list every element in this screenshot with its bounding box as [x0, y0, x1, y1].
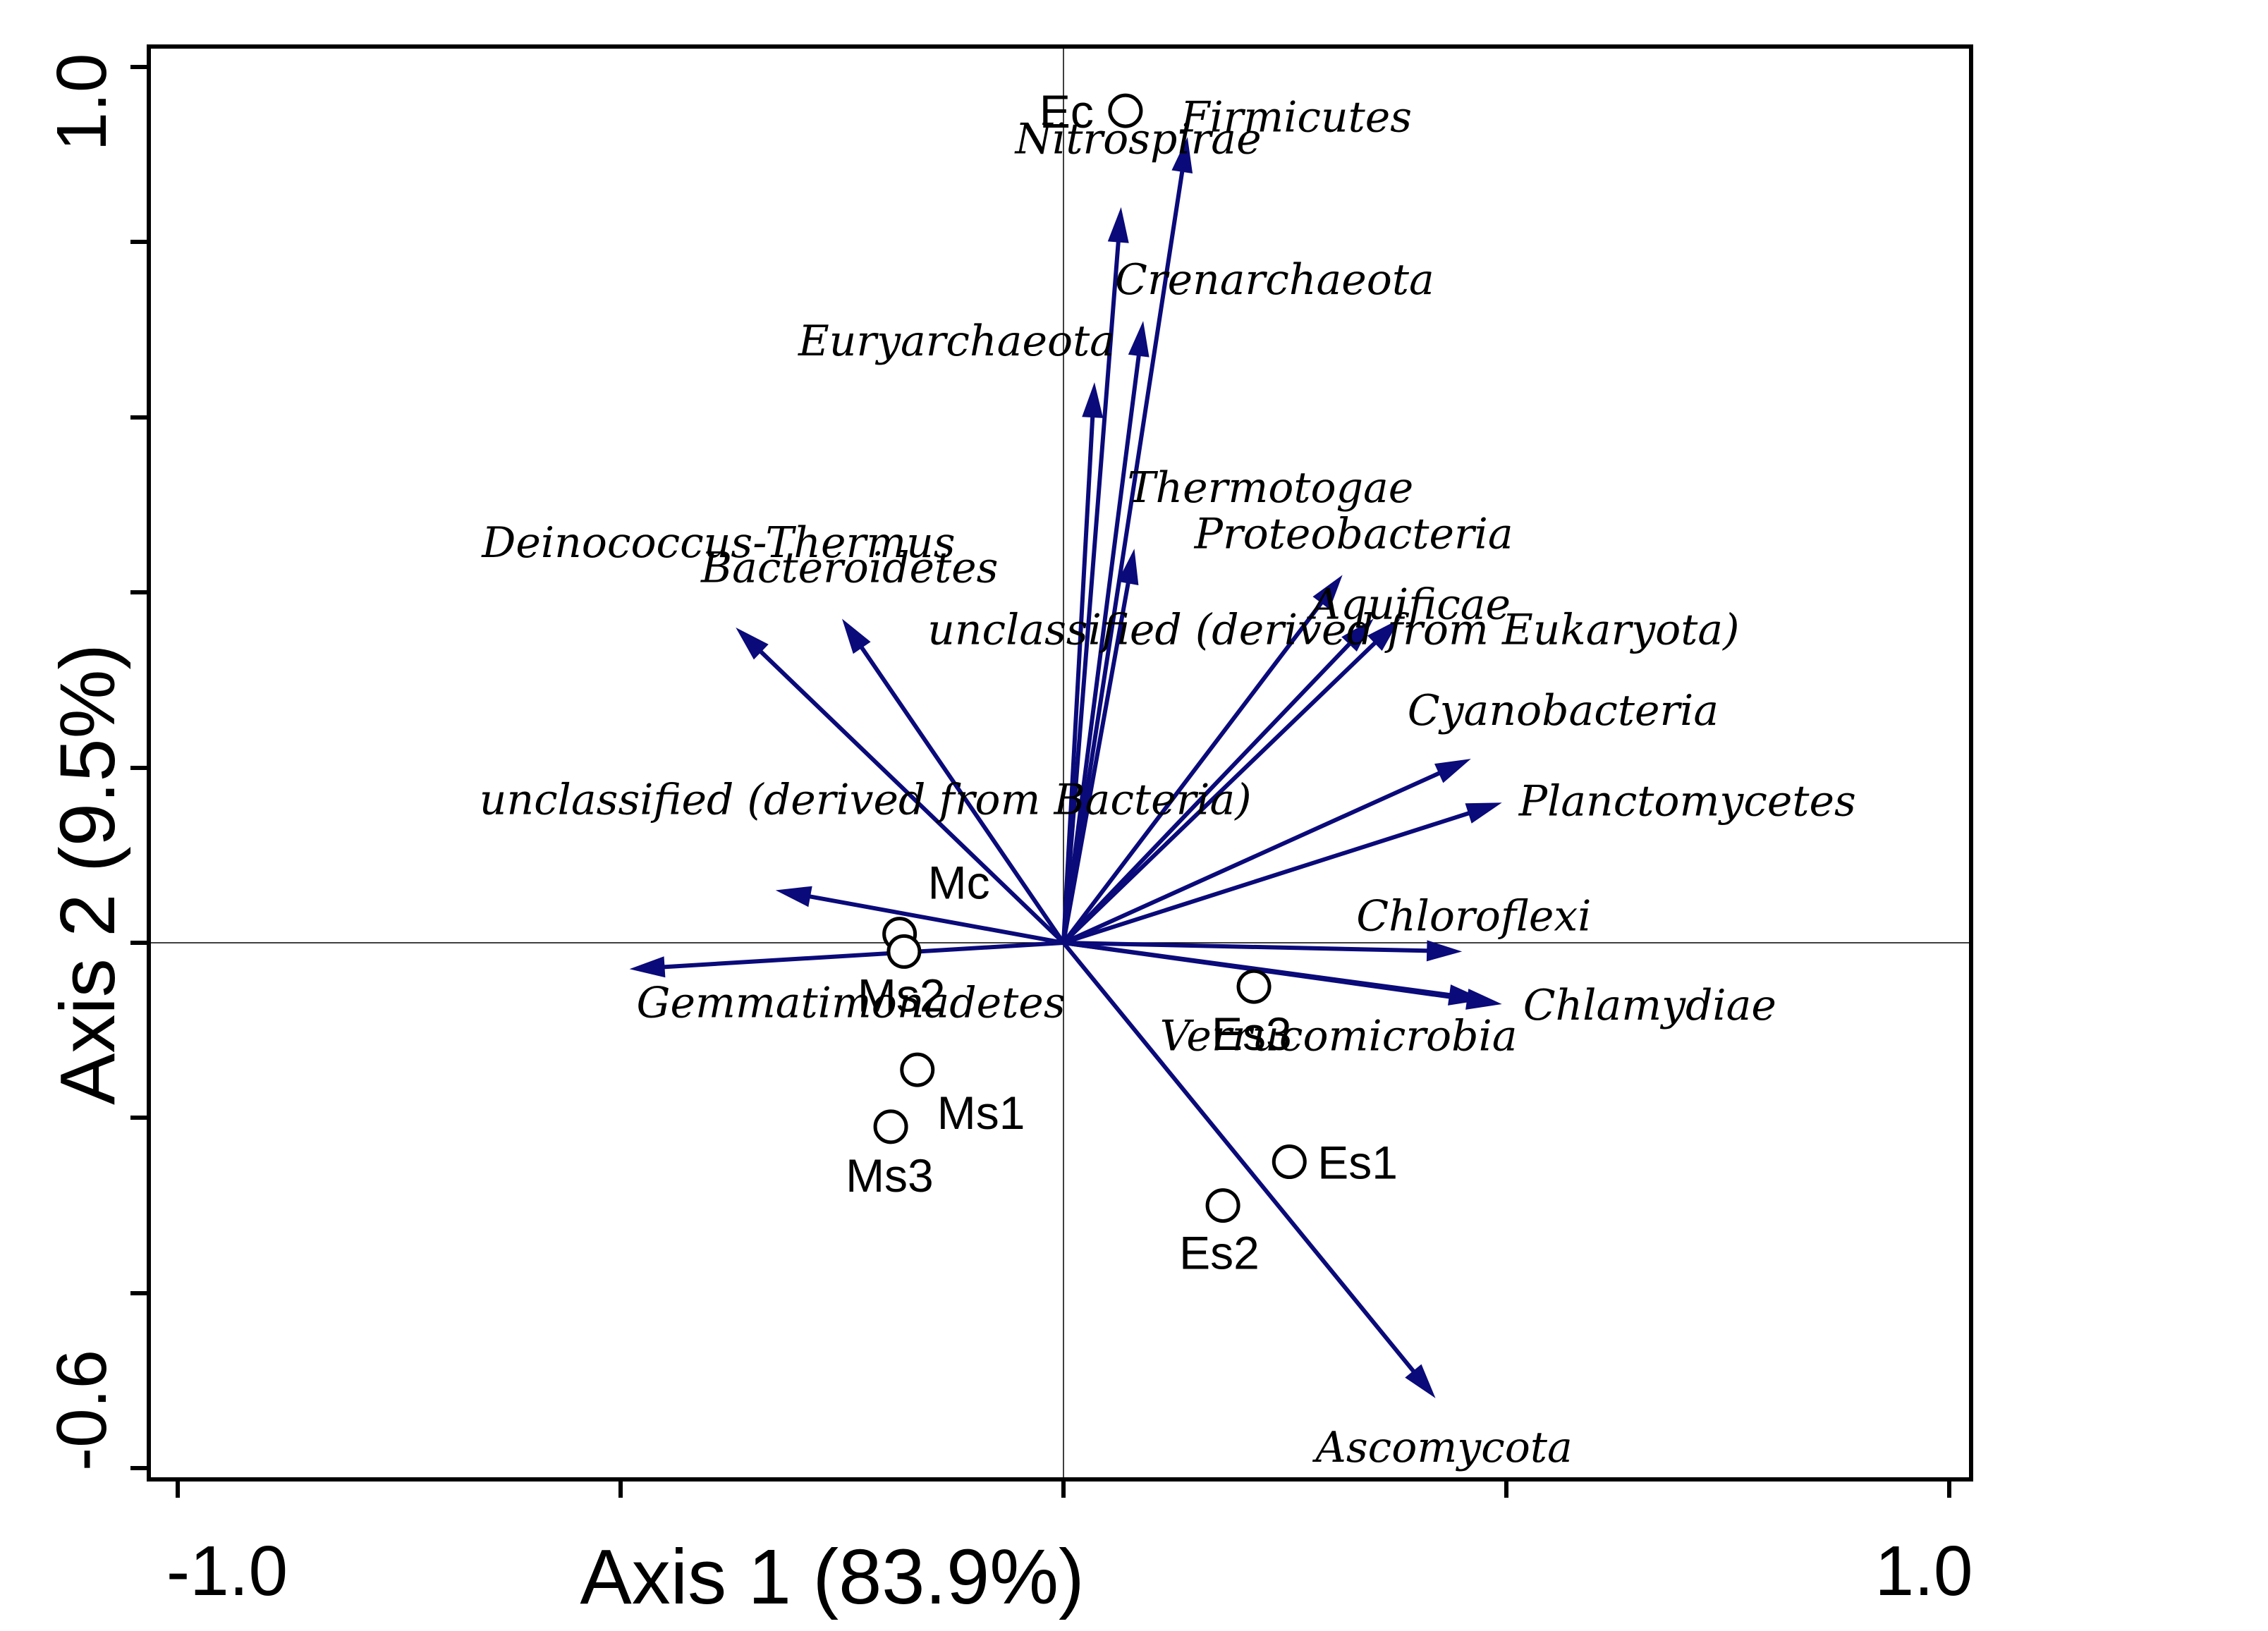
y-tick-label-min: -0.6 — [42, 1350, 121, 1471]
site-marker-es3 — [1236, 969, 1272, 1004]
arrowhead — [1434, 759, 1471, 783]
arrow-unclassified-derived-from-bacteria — [795, 891, 1064, 945]
site-label: Ec — [1040, 85, 1094, 138]
species-label: unclassified (derived from Bacteria) — [480, 775, 1252, 824]
species-label: Chlamydiae — [1523, 981, 1776, 1030]
arrow-crenarchaeota — [1061, 341, 1143, 943]
species-label: Euryarchaeota — [798, 317, 1115, 366]
arrowhead — [1171, 137, 1193, 174]
species-label: Planctomycetes — [1518, 776, 1856, 826]
arrow-aquificae — [1061, 633, 1361, 945]
arrowhead — [736, 627, 769, 660]
arrow-ascomycota — [1061, 941, 1424, 1383]
species-arrows — [629, 137, 1502, 1398]
arrow-planctomycetes — [1063, 807, 1483, 945]
arrowhead — [1107, 207, 1129, 243]
species-label: Verrucomicrobia — [1160, 1012, 1518, 1061]
arrowhead — [842, 618, 871, 654]
arrow-firmicutes — [1061, 157, 1187, 943]
species-label: Proteobacteria — [1194, 509, 1513, 558]
arrowhead — [775, 886, 812, 908]
arrowhead — [1367, 618, 1401, 651]
site-label: Ms2 — [858, 969, 946, 1021]
species-label: Crenarchaeota — [1115, 255, 1434, 305]
arrow-proteobacteria — [1061, 590, 1331, 944]
site-label: Es3 — [1212, 1008, 1292, 1060]
site-marker-es2 — [1205, 1188, 1240, 1223]
species-label: Ascomycota — [1312, 1423, 1573, 1472]
x-tick-label-min: -1.0 — [166, 1532, 288, 1611]
arrow-bacteroidetes — [852, 635, 1066, 944]
site-marker-ec — [1108, 93, 1143, 128]
site-label: Es1 — [1317, 1137, 1398, 1189]
arrowhead — [1465, 802, 1502, 824]
arrow-euryarchaeota — [1061, 403, 1096, 943]
site-marker-es1 — [1272, 1144, 1307, 1179]
species-label: Firmicutes — [1180, 92, 1412, 142]
site-marker-ms3 — [873, 1109, 908, 1144]
arrow-chloroflexi — [1063, 941, 1441, 953]
species-label: unclassified (derived from Eukaryota) — [927, 605, 1739, 654]
site-label: Ms3 — [846, 1149, 934, 1202]
site-marker-ms2 — [886, 934, 922, 969]
arrow-deinococcus-thermus — [749, 640, 1066, 945]
y-tick-label-max: 1.0 — [42, 53, 121, 151]
species-label: Aquificae — [1307, 580, 1511, 629]
species-label: Thermotogae — [1127, 463, 1413, 513]
site-label: Es2 — [1179, 1227, 1260, 1279]
arrowhead — [1426, 940, 1463, 962]
arrow-chlamydiae — [1063, 941, 1482, 1003]
arrow-thermotogae — [1061, 569, 1133, 943]
arrowhead — [1465, 989, 1502, 1010]
species-labels: FirmicutesNitrospiraeCrenarchaeotaEuryar… — [480, 92, 1856, 1472]
arrowhead — [1082, 382, 1104, 418]
species-label: Bacteroidetes — [700, 543, 998, 592]
x-axis-ticks — [176, 1479, 1951, 1498]
y-axis-ticks — [130, 65, 149, 1470]
species-label: Cyanobacteria — [1408, 686, 1719, 735]
arrowhead — [1128, 321, 1150, 358]
arrowhead — [1312, 575, 1343, 610]
arrow-unclassified-derived-from-eukaryota — [1061, 632, 1386, 945]
species-label: Gemmatimonadetes — [637, 978, 1066, 1027]
arrowhead — [1117, 549, 1139, 585]
species-label: Deinococcus-Thermus — [481, 518, 955, 568]
x-axis-title: Axis 1 (83.9%) — [580, 1534, 1084, 1620]
arrow-cyanobacteria — [1062, 765, 1453, 945]
site-label: Mc — [928, 857, 990, 909]
y-axis-title: Axis 2 (9.5%) — [44, 644, 131, 1105]
site-marker-ms1 — [900, 1052, 935, 1087]
arrowhead — [1341, 618, 1374, 652]
x-tick-label-max: 1.0 — [1874, 1532, 1973, 1611]
site-label: Ms1 — [937, 1087, 1025, 1139]
plot-frame — [147, 44, 1973, 1482]
arrow-gemmatimonadetes — [650, 941, 1064, 970]
arrow-nitrospirae — [1061, 228, 1122, 943]
species-label: Chloroflexi — [1356, 891, 1591, 941]
arrowhead — [629, 956, 666, 978]
arrowhead — [1405, 1364, 1436, 1398]
